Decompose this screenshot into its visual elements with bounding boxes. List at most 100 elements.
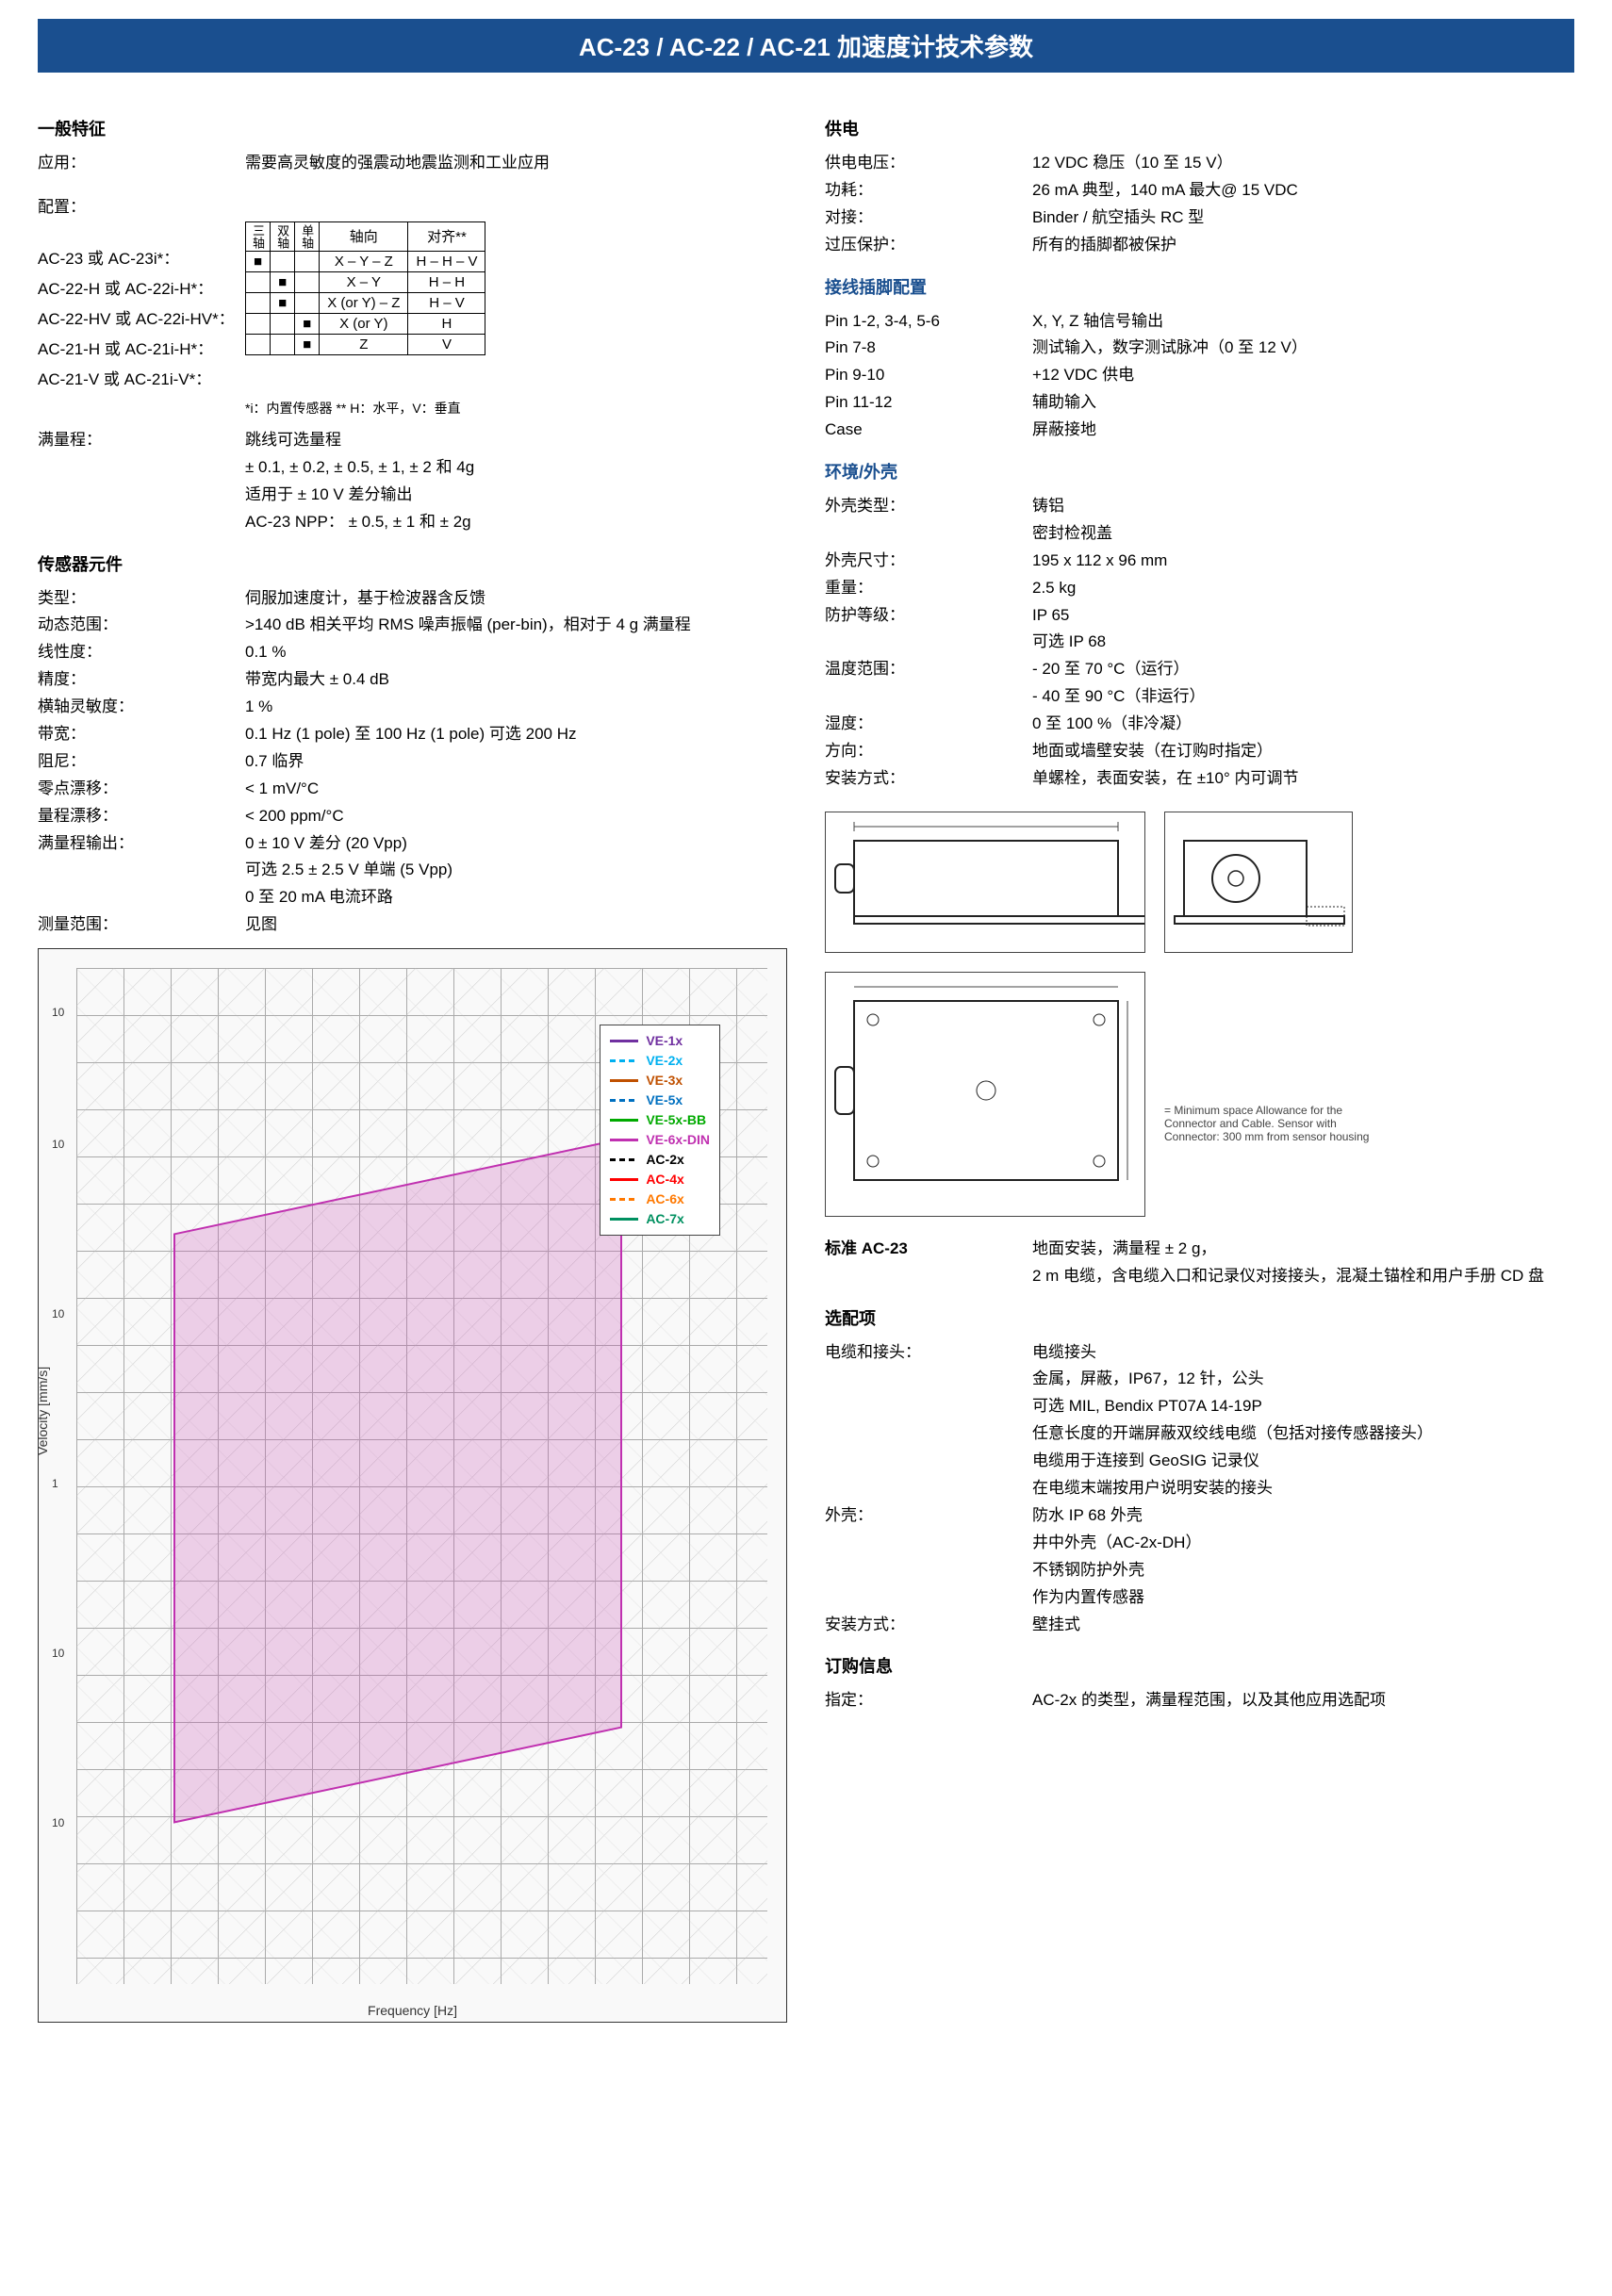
env1-label-0: 外壳类型： [825, 493, 1032, 520]
wiring-value-2: +12 VDC 供电 [1032, 362, 1574, 389]
value-measure: 见图 [245, 911, 787, 939]
sensor-label-5: 带宽： [38, 721, 245, 748]
value-cable-2: 可选 MIL, Bendix PT07A 14-19P [1032, 1393, 1574, 1420]
legend-item-8: AC-6x [610, 1189, 710, 1209]
value-fullscale-4: AC-23 NPP： ± 0.5, ± 1 和 ± 2g [245, 509, 787, 536]
env2-label-0: 外壳尺寸： [825, 548, 1032, 575]
value-standard-1: 地面安装，满量程 ± 2 g， [1032, 1236, 1574, 1263]
value-cable-4: 电缆用于连接到 GeoSIG 记录仪 [1032, 1448, 1574, 1475]
drawing-top [825, 812, 1145, 953]
sensor-value-5: 0.1 Hz (1 pole) 至 100 Hz (1 pole) 可选 200… [245, 721, 787, 748]
legend-item-5: VE-6x-DIN [610, 1130, 710, 1150]
drawing-side [1164, 812, 1353, 953]
sensor-value-9: 0 ± 10 V 差分 (20 Vpp) [245, 830, 787, 858]
label-cable: 电缆和接头： [825, 1339, 1032, 1367]
value-temp2: - 40 至 90 °C（非运行） [1032, 683, 1574, 711]
wiring-value-3: 辅助输入 [1032, 389, 1574, 417]
sensor-value-4: 1 % [245, 694, 787, 721]
value-housing-3: 作为内置传感器 [1032, 1584, 1574, 1612]
label-order: 指定： [825, 1687, 1032, 1714]
value-fullscale-3: 适用于 ± 10 V 差分输出 [245, 482, 787, 509]
power-value-2: Binder / 航空插头 RC 型 [1032, 205, 1574, 232]
wiring-label-0: Pin 1-2, 3-4, 5-6 [825, 308, 1032, 336]
config-table: 三轴 双轴 单轴 轴向 对齐** ■X – Y – ZH – H – V ■X … [245, 221, 485, 355]
value-cable-5: 在电缆末端按用户说明安装的接头 [1032, 1475, 1574, 1502]
power-value-0: 12 VDC 稳压（10 至 15 V） [1032, 150, 1574, 177]
wiring-label-2: Pin 9-10 [825, 362, 1032, 389]
env3-label-2: 安装方式： [825, 765, 1032, 793]
value-housing-1: 井中外壳（AC-2x-DH） [1032, 1530, 1574, 1557]
wiring-value-0: X, Y, Z 轴信号输出 [1032, 308, 1574, 336]
value-fullscale-2: ± 0.1, ± 0.2, ± 0.5, ± 1, ± 2 和 4g [245, 454, 787, 482]
env3-label-1: 方向： [825, 738, 1032, 765]
main-columns: 一般特征 应用： 需要高灵敏度的强震动地震监测和工业应用 配置： AC-23 或… [38, 101, 1574, 2023]
sensor-label-6: 阻尼： [38, 748, 245, 776]
right-column: 供电 供电电压：12 VDC 稳压（10 至 15 V）功耗：26 mA 典型，… [825, 101, 1574, 2023]
env2-label-1: 重量： [825, 575, 1032, 602]
env2-label-2: 防护等级： [825, 602, 1032, 630]
left-column: 一般特征 应用： 需要高灵敏度的强震动地震监测和工业应用 配置： AC-23 或… [38, 101, 787, 2023]
legend-item-9: AC-7x [610, 1209, 710, 1229]
label-mount: 安装方式： [825, 1612, 1032, 1639]
value-cable-0: 电缆接头 [1032, 1339, 1574, 1367]
env3-value-1: 地面或墙壁安装（在订购时指定） [1032, 738, 1574, 765]
sensor-label-8: 量程漂移： [38, 803, 245, 830]
env2-value-1: 2.5 kg [1032, 575, 1574, 602]
drawing-note: = Minimum space Allowance for the Connec… [1164, 972, 1390, 1143]
config-model-labels: AC-23 或 AC-23i*： AC-22-H 或 AC-22i-H*： AC… [38, 221, 245, 395]
env2-value-2: IP 65 [1032, 602, 1574, 630]
sensor-value-6: 0.7 临界 [245, 748, 787, 776]
sensor-value-2: 0.1 % [245, 639, 787, 666]
value-application: 需要高灵敏度的强震动地震监测和工业应用 [245, 150, 787, 177]
section-power-title: 供电 [825, 116, 1574, 140]
value-fullscale-extra2: 0 至 20 mA 电流环路 [245, 884, 787, 911]
section-sensor-title: 传感器元件 [38, 551, 787, 576]
sensor-value-8: < 200 ppm/°C [245, 803, 787, 830]
section-order-title: 订购信息 [825, 1653, 1574, 1678]
section-options-title: 选配项 [825, 1305, 1574, 1330]
chart-frequency-response: VE-1xVE-2xVE-3xVE-5xVE-5x-BBVE-6x-DINAC-… [38, 948, 787, 2023]
wiring-label-4: Case [825, 417, 1032, 444]
legend-item-0: VE-1x [610, 1031, 710, 1051]
label-measure: 测量范围： [38, 911, 245, 939]
legend-item-7: AC-4x [610, 1170, 710, 1189]
sensor-label-0: 类型： [38, 585, 245, 613]
value-housing-extra: 密封检视盖 [1032, 520, 1574, 548]
value-fullscale-1: 跳线可选量程 [245, 427, 787, 454]
page-title: AC-23 / AC-22 / AC-21 加速度计技术参数 [38, 19, 1574, 73]
chart-xlabel: Frequency [Hz] [368, 2003, 457, 2018]
chart-ylabel: Velocity [mm/s] [38, 1367, 50, 1455]
value-cable-3: 任意长度的开端屏蔽双绞线电缆（包括对接传感器接头） [1032, 1420, 1574, 1448]
env3-label-0: 湿度： [825, 711, 1032, 738]
sensor-label-2: 线性度： [38, 639, 245, 666]
label-application: 应用： [38, 150, 245, 177]
sensor-label-1: 动态范围： [38, 612, 245, 639]
power-value-1: 26 mA 典型，140 mA 最大@ 15 VDC [1032, 177, 1574, 205]
sensor-value-0: 伺服加速度计，基于检波器含反馈 [245, 585, 787, 613]
value-temp1: - 20 至 70 °C（运行） [1032, 656, 1574, 683]
sensor-label-7: 零点漂移： [38, 776, 245, 803]
section-general-title: 一般特征 [38, 116, 787, 140]
drawing-plan [825, 972, 1145, 1217]
value-cable-1: 金属，屏蔽，IP67，12 针，公头 [1032, 1366, 1574, 1393]
legend-item-2: VE-3x [610, 1071, 710, 1091]
tech-drawings: = Minimum space Allowance for the Connec… [825, 812, 1574, 1217]
sensor-label-9: 满量程输出： [38, 830, 245, 858]
sensor-value-3: 带宽内最大 ± 0.4 dB [245, 666, 787, 694]
config-footnote: *i：内置传感器 ** H：水平，V：垂直 [245, 399, 787, 418]
label-temp: 温度范围： [825, 656, 1032, 683]
section-env-title: 环境/外壳 [825, 459, 1574, 484]
value-housing-0: 防水 IP 68 外壳 [1032, 1502, 1574, 1530]
label-config: 配置： [38, 194, 245, 221]
power-label-2: 对接： [825, 205, 1032, 232]
env2-value-0: 195 x 112 x 96 mm [1032, 548, 1574, 575]
sensor-label-3: 精度： [38, 666, 245, 694]
section-wiring-title: 接线插脚配置 [825, 274, 1574, 299]
wiring-label-3: Pin 11-12 [825, 389, 1032, 417]
value-standard-2: 2 m 电缆，含电缆入口和记录仪对接接头，混凝土锚栓和用户手册 CD 盘 [1032, 1263, 1574, 1290]
legend-item-1: VE-2x [610, 1051, 710, 1071]
env1-value-0: 铸铝 [1032, 493, 1574, 520]
wiring-label-1: Pin 7-8 [825, 335, 1032, 362]
value-mount: 壁挂式 [1032, 1612, 1574, 1639]
power-label-1: 功耗： [825, 177, 1032, 205]
